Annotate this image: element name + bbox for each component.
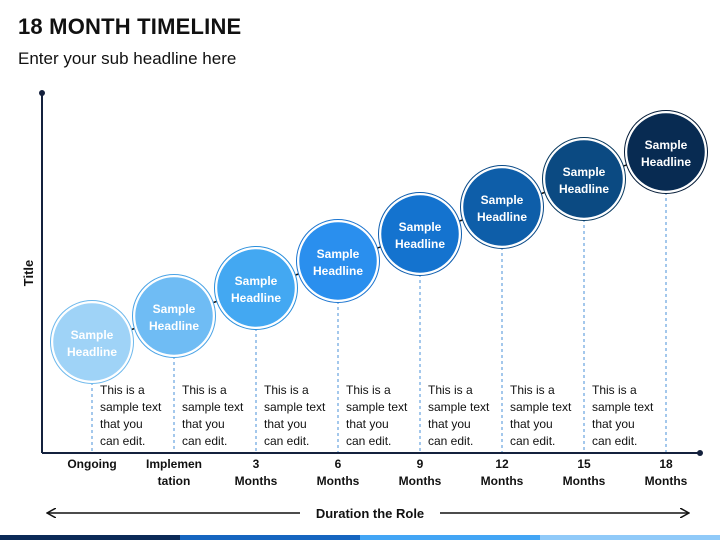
milestone-description: This is a xyxy=(182,383,227,397)
period-label: 12 xyxy=(495,457,509,471)
milestone-headline: Headline xyxy=(149,319,199,333)
period-label: 6 xyxy=(335,457,342,471)
milestone-description: can edit. xyxy=(428,434,473,448)
milestone-circle xyxy=(296,219,380,303)
period-label: Implemen xyxy=(146,457,202,471)
period-label: 9 xyxy=(417,457,424,471)
milestone-circle xyxy=(214,246,298,330)
milestone-circle-outline xyxy=(542,137,626,221)
milestone-circle-outline xyxy=(214,246,298,330)
milestone-description: This is a xyxy=(100,383,145,397)
milestone-description: can edit. xyxy=(592,434,637,448)
milestone-circle-outline xyxy=(378,192,462,276)
period-label: Months xyxy=(481,474,524,488)
y-axis-end-dot xyxy=(39,90,45,96)
period-label: 15 xyxy=(577,457,591,471)
milestone-description: that you xyxy=(182,417,225,431)
milestone-description: can edit. xyxy=(346,434,391,448)
accent-segment xyxy=(0,535,180,540)
accent-segment xyxy=(540,535,720,540)
period-label: Months xyxy=(399,474,442,488)
milestone-headline: Headline xyxy=(477,210,527,224)
milestone-headline: Headline xyxy=(395,237,445,251)
milestone-headline: Headline xyxy=(231,291,281,305)
milestone-description: that you xyxy=(510,417,553,431)
milestone-description: This is a xyxy=(346,383,391,397)
milestone-headline: Sample xyxy=(235,274,278,288)
milestone-headline: Headline xyxy=(641,155,691,169)
milestone-circle xyxy=(542,137,626,221)
milestone-description: can edit. xyxy=(510,434,555,448)
milestone-headline: Sample xyxy=(153,302,196,316)
milestone-circle xyxy=(378,192,462,276)
y-axis-title: Title xyxy=(21,260,36,287)
period-label: Months xyxy=(563,474,606,488)
accent-segment xyxy=(360,535,540,540)
milestone-description: sample text xyxy=(592,400,654,414)
milestone-description: sample text xyxy=(264,400,326,414)
milestone-circle-outline xyxy=(624,110,708,194)
milestone-description: This is a xyxy=(428,383,473,397)
milestone-description: sample text xyxy=(100,400,162,414)
milestone-description: sample text xyxy=(510,400,572,414)
x-axis-title: Duration the Role xyxy=(316,506,424,521)
milestone-headline: Sample xyxy=(481,193,524,207)
milestone-description: can edit. xyxy=(264,434,309,448)
milestone-headline: Headline xyxy=(67,345,117,359)
milestone-circle-outline xyxy=(460,165,544,249)
milestone-description: sample text xyxy=(182,400,244,414)
milestone-headline: Headline xyxy=(559,182,609,196)
period-label: tation xyxy=(158,474,191,488)
accent-segment xyxy=(180,535,360,540)
milestone-description: that you xyxy=(592,417,635,431)
milestone-circle-outline xyxy=(50,300,134,384)
milestone-description: that you xyxy=(346,417,389,431)
milestone-circle xyxy=(460,165,544,249)
milestone-description: sample text xyxy=(428,400,490,414)
milestone-description: This is a xyxy=(510,383,555,397)
milestone-description: that you xyxy=(100,417,143,431)
period-label: Ongoing xyxy=(67,457,116,471)
milestone-headline: Sample xyxy=(317,247,360,261)
page-title: 18 MONTH TIMELINE xyxy=(18,14,242,39)
milestone-description: This is a xyxy=(264,383,309,397)
milestone-headline: Sample xyxy=(645,138,688,152)
milestone-description: sample text xyxy=(346,400,408,414)
period-label: Months xyxy=(645,474,688,488)
milestone-description: can edit. xyxy=(100,434,145,448)
milestone-headline: Sample xyxy=(399,220,442,234)
milestone-description: can edit. xyxy=(182,434,227,448)
milestone-headline: Sample xyxy=(71,328,114,342)
milestone-description: that you xyxy=(264,417,307,431)
period-label: Months xyxy=(235,474,278,488)
page-subtitle: Enter your sub headline here xyxy=(18,49,237,68)
period-label: 18 xyxy=(659,457,673,471)
milestone-description: This is a xyxy=(592,383,637,397)
milestone-circle-outline xyxy=(132,274,216,358)
milestone-headline: Headline xyxy=(313,264,363,278)
milestone-circle xyxy=(50,300,134,384)
milestone-description: that you xyxy=(428,417,471,431)
milestone-circle xyxy=(624,110,708,194)
milestone-headline: Sample xyxy=(563,165,606,179)
period-label: 3 xyxy=(253,457,260,471)
milestone-circle xyxy=(132,274,216,358)
period-label: Months xyxy=(317,474,360,488)
bottom-accent-bar xyxy=(0,535,720,540)
x-axis-end-dot xyxy=(697,450,703,456)
milestone-circle-outline xyxy=(296,219,380,303)
